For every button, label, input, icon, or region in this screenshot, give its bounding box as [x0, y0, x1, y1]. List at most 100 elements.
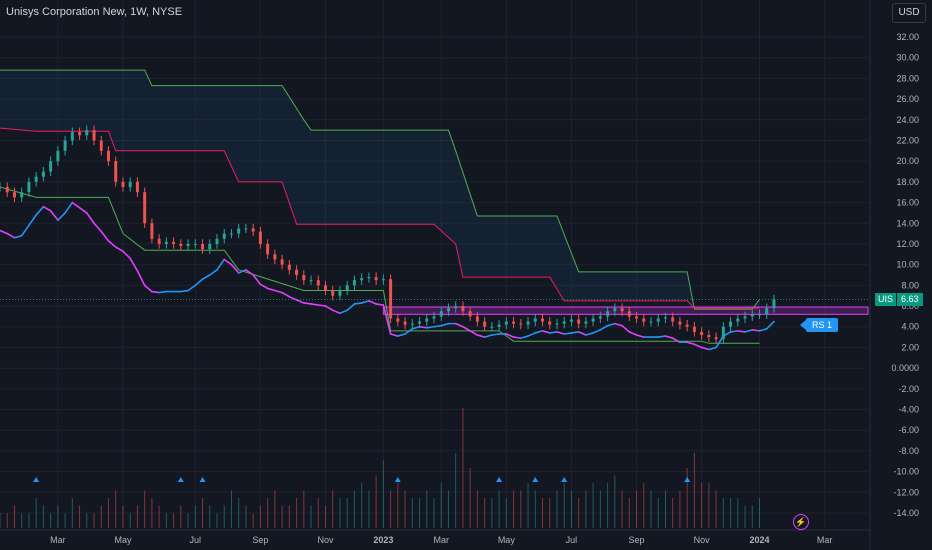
rs-line-segment: [331, 309, 341, 315]
rs-line-segment: [404, 328, 414, 335]
x-tick-label: Jul: [190, 535, 202, 545]
volume-bar: [230, 490, 232, 528]
rs-line-segment: [35, 205, 45, 216]
rs-line-segment: [491, 333, 500, 336]
candle-body: [606, 311, 610, 317]
candle-body: [707, 335, 711, 338]
rs-line-segment: [671, 337, 681, 344]
rs-line-segment: [252, 274, 262, 286]
rs-line-segment: [519, 335, 529, 339]
signal-triangle: [199, 477, 206, 482]
rs-line-segment: [476, 334, 486, 338]
rs-line-segment: [751, 329, 761, 332]
x-tick-label: Nov: [317, 535, 334, 545]
candle-body: [324, 285, 327, 291]
currency-button[interactable]: USD: [892, 3, 926, 23]
candle-body: [0, 187, 2, 189]
candle-body: [526, 321, 530, 325]
volume-bar: [310, 505, 312, 528]
rs-line-segment: [100, 230, 110, 242]
volume-bar: [375, 475, 377, 528]
rs-line-segment: [151, 290, 160, 294]
volume-bar: [129, 513, 131, 528]
volume-bar: [346, 498, 348, 528]
candle-body: [266, 243, 270, 255]
candle-body: [584, 321, 588, 324]
y-tick-label: 14.00: [896, 218, 919, 228]
candle-body: [251, 228, 255, 232]
volume-bar: [0, 513, 1, 528]
volume-bar: [325, 505, 326, 528]
candle-body: [627, 311, 631, 317]
y-tick-label: 28.00: [896, 73, 919, 83]
volume-bar: [136, 505, 138, 528]
rs-line-segment: [78, 206, 88, 214]
rs-line-segment: [64, 201, 74, 214]
y-tick-label: 26.00: [896, 94, 919, 104]
volume-bar: [498, 490, 500, 528]
candle-body: [273, 254, 277, 260]
volume-bar: [42, 505, 44, 528]
candle-body: [208, 243, 212, 250]
candle-body: [490, 326, 494, 328]
x-tick-label: 2023: [373, 535, 393, 545]
rs-line-segment: [585, 332, 594, 336]
candle-body: [201, 243, 205, 250]
rs-line-segment: [310, 303, 320, 306]
volume-bar: [708, 483, 710, 528]
candle-body: [237, 228, 241, 234]
volume-bar: [744, 505, 746, 528]
rs-line-segment: [382, 304, 392, 335]
rs-line-segment: [259, 283, 269, 290]
rs-line-segment: [201, 274, 211, 280]
candle-body: [150, 223, 154, 239]
candle-body: [135, 181, 139, 193]
candle-body: [316, 280, 320, 286]
candle-body: [729, 321, 733, 327]
rs-line-segment: [736, 330, 746, 333]
candle-body: [396, 318, 400, 322]
volume-bar: [209, 505, 211, 528]
y-tick-label: 24.00: [896, 115, 919, 125]
volume-bar: [628, 498, 630, 528]
signal-triangle: [561, 477, 568, 482]
rs-line-segment: [346, 303, 356, 311]
rs-line-segment: [295, 299, 305, 304]
rs-line-segment: [281, 291, 291, 298]
lightning-icon[interactable]: ⚡: [793, 514, 809, 530]
rs-line-segment: [360, 300, 370, 304]
rs-line-segment: [114, 246, 124, 252]
rs-line-segment: [107, 240, 117, 248]
rs-line-segment: [71, 201, 81, 209]
candle-body: [338, 290, 342, 296]
volume-bar: [693, 453, 695, 528]
candle-body: [331, 290, 335, 296]
x-tick-label: 2024: [749, 535, 769, 545]
candle-body: [179, 243, 183, 247]
y-tick-label: -12.00: [893, 487, 919, 497]
volume-bar: [549, 498, 551, 528]
candle-body: [721, 326, 725, 340]
rs-line-segment: [527, 332, 537, 337]
volume-bar: [86, 513, 88, 528]
volume-bar: [6, 513, 8, 528]
volume-bar: [643, 483, 645, 528]
candle-body: [215, 238, 219, 244]
volume-bar: [339, 498, 341, 528]
candle-body: [374, 277, 378, 281]
candle-body: [750, 314, 754, 317]
volume-bar: [701, 483, 703, 528]
rs-line-segment: [614, 322, 623, 327]
rs-line-segment: [187, 284, 197, 292]
candle-body: [193, 243, 197, 245]
volume-bar: [267, 498, 269, 528]
candle-body: [663, 317, 667, 319]
rs-line-segment: [433, 324, 443, 328]
candle-body: [20, 192, 24, 198]
volume-bar: [556, 490, 558, 528]
volume-bar: [274, 490, 276, 528]
volume-bar: [317, 498, 319, 528]
volume-bar: [173, 513, 175, 528]
rs-line-segment: [570, 331, 580, 334]
